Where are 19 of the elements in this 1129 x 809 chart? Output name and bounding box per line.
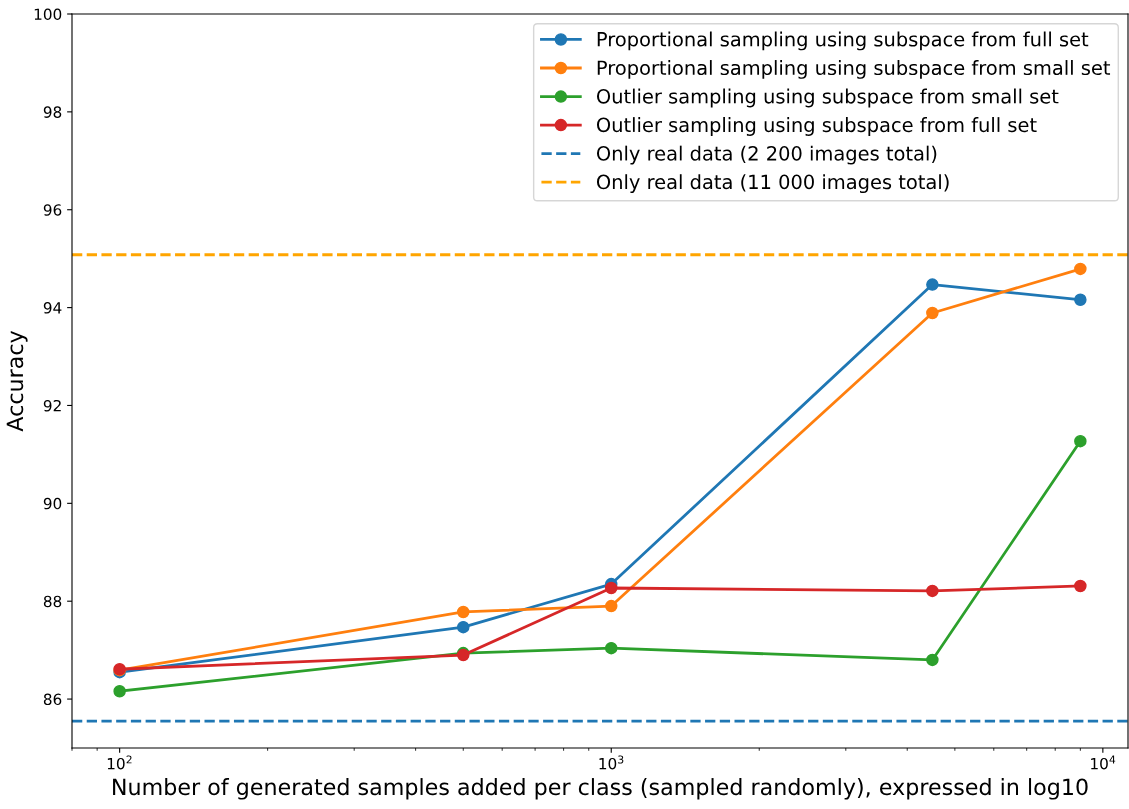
y-tick-label: 96 — [43, 204, 62, 216]
legend-label: Only real data (2 200 images total) — [596, 145, 937, 165]
legend-label: Outlier sampling using subspace from small set — [596, 88, 1059, 108]
x-axis-title: Number of generated samples added per class (sampled randomly), expressed in log10 — [113, 778, 1088, 800]
y-axis-title: Accuracy — [6, 330, 28, 432]
legend-label: Proportional sampling using subspace from small set — [597, 60, 1111, 79]
y-tick-label: 92 — [43, 399, 61, 412]
y-tick-label: 98 — [43, 106, 62, 118]
x-tick-label: 10$^{3}$ — [599, 755, 624, 770]
x-tick-label: 10$^{4}$ — [1091, 755, 1116, 770]
y-tick-label: 94 — [43, 302, 62, 314]
y-tick-label: 86 — [43, 693, 62, 706]
y-tick-label: 90 — [43, 497, 62, 510]
legend-label: Proportional sampling using subspace from full set — [597, 31, 1089, 51]
y-tick-label: 100 — [34, 8, 62, 21]
y-tick-label: 88 — [43, 595, 62, 608]
legend-label: Only real data (11 000 images total) — [596, 174, 949, 194]
legend-label: Outlier sampling using subspace from full set — [596, 117, 1037, 136]
x-tick-label: 10$^{2}$ — [107, 755, 132, 770]
